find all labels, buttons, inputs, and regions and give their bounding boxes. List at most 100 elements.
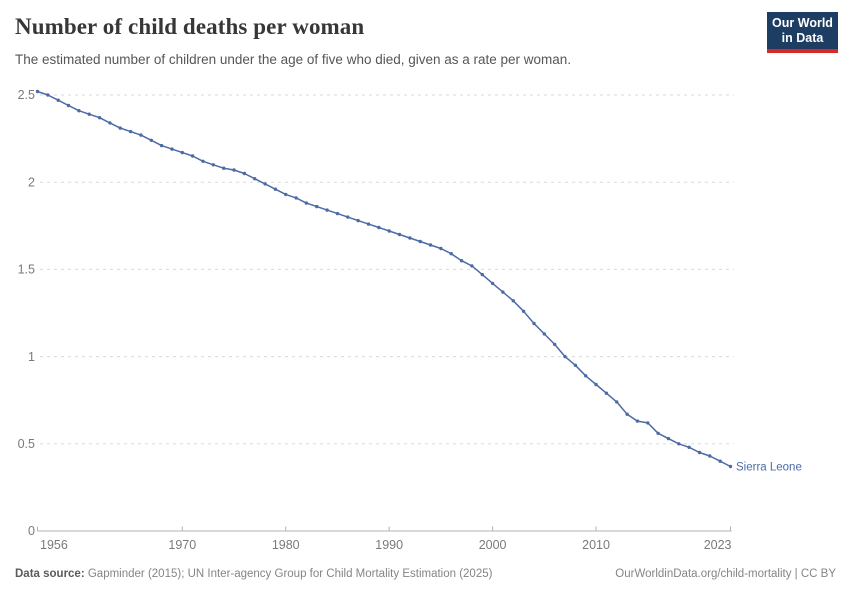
- data-point[interactable]: [211, 163, 215, 167]
- data-point[interactable]: [521, 309, 526, 313]
- data-point[interactable]: [584, 374, 588, 378]
- data-point[interactable]: [604, 391, 609, 395]
- data-point[interactable]: [697, 450, 702, 455]
- data-point[interactable]: [128, 129, 133, 134]
- data-point[interactable]: [149, 138, 153, 142]
- data-point[interactable]: [97, 116, 102, 120]
- data-point[interactable]: [490, 281, 495, 286]
- data-point[interactable]: [666, 436, 671, 441]
- data-point[interactable]: [615, 400, 619, 404]
- data-point[interactable]: [284, 192, 288, 197]
- data-point[interactable]: [273, 187, 278, 191]
- data-point[interactable]: [439, 246, 443, 251]
- y-tick-label: 2.5: [18, 88, 35, 102]
- data-source-text: Data source: Gapminder (2015); UN Inter-…: [15, 568, 492, 580]
- data-point[interactable]: [56, 98, 60, 102]
- data-point[interactable]: [563, 354, 567, 359]
- x-tick-label: 1990: [375, 538, 403, 552]
- data-point[interactable]: [511, 299, 515, 303]
- data-series[interactable]: [35, 89, 733, 469]
- data-point[interactable]: [325, 208, 329, 212]
- series-end-label[interactable]: Sierra Leone: [736, 461, 802, 473]
- page-subtitle: The estimated number of children under t…: [15, 52, 572, 67]
- data-point[interactable]: [635, 419, 640, 423]
- x-tick-label: 1970: [168, 538, 196, 552]
- line-chart-svg: 0 0.5 1 1.5 2 2.5 1956 1970 1980 1990 2000 2010 202…: [18, 88, 802, 552]
- x-tick-label: 2000: [479, 538, 507, 552]
- data-point[interactable]: [263, 182, 267, 186]
- data-point[interactable]: [346, 215, 350, 219]
- logo-text-line2: in Data: [781, 30, 824, 45]
- data-point[interactable]: [718, 459, 722, 463]
- data-point[interactable]: [449, 252, 453, 256]
- data-point[interactable]: [480, 272, 484, 277]
- data-point[interactable]: [646, 421, 650, 425]
- data-point[interactable]: [304, 201, 309, 205]
- data-point[interactable]: [201, 159, 205, 163]
- data-point[interactable]: [573, 363, 578, 367]
- data-point[interactable]: [242, 171, 247, 176]
- data-point[interactable]: [397, 232, 402, 237]
- data-point[interactable]: [366, 222, 371, 226]
- data-point[interactable]: [594, 382, 598, 387]
- data-point[interactable]: [418, 239, 422, 244]
- data-source-label: Data source:: [15, 568, 85, 580]
- data-point[interactable]: [77, 109, 81, 113]
- data-point[interactable]: [170, 147, 174, 151]
- data-point[interactable]: [387, 229, 391, 233]
- data-point[interactable]: [625, 412, 629, 416]
- data-point[interactable]: [139, 133, 143, 137]
- data-point[interactable]: [335, 211, 340, 216]
- x-axis: [37, 526, 732, 532]
- page-title: Number of child deaths per woman: [15, 14, 365, 39]
- data-point[interactable]: [553, 342, 557, 347]
- data-point[interactable]: [294, 196, 298, 200]
- data-point[interactable]: [501, 290, 505, 294]
- data-point[interactable]: [470, 264, 474, 268]
- gridlines: [40, 94, 734, 445]
- data-point[interactable]: [222, 166, 226, 170]
- data-point[interactable]: [118, 126, 122, 130]
- data-point[interactable]: [377, 225, 381, 230]
- y-tick-label: 2: [28, 175, 35, 189]
- data-point[interactable]: [708, 454, 712, 458]
- x-tick-label: 1980: [272, 538, 300, 552]
- data-point[interactable]: [35, 89, 40, 94]
- data-point[interactable]: [159, 143, 164, 148]
- data-point[interactable]: [253, 177, 257, 181]
- owid-logo[interactable]: Our World in Data: [767, 12, 838, 53]
- license-link[interactable]: OurWorldinData.org/child-mortality | CC …: [615, 568, 836, 580]
- y-tick-label: 1: [28, 350, 35, 364]
- data-point[interactable]: [687, 445, 691, 449]
- data-point[interactable]: [232, 168, 236, 172]
- data-point[interactable]: [677, 442, 681, 446]
- data-point[interactable]: [108, 121, 112, 125]
- data-point[interactable]: [46, 93, 50, 97]
- data-point[interactable]: [532, 321, 536, 326]
- y-tick-label: 0: [28, 524, 35, 538]
- y-tick-label: 1.5: [18, 263, 35, 277]
- data-point[interactable]: [190, 154, 195, 158]
- x-tick-label: 2010: [582, 538, 610, 552]
- y-tick-label: 0.5: [18, 437, 35, 451]
- data-point[interactable]: [180, 150, 184, 155]
- data-point[interactable]: [459, 259, 464, 263]
- data-point[interactable]: [542, 332, 546, 336]
- data-point[interactable]: [656, 431, 660, 435]
- data-point[interactable]: [408, 236, 412, 240]
- series-line[interactable]: [36, 90, 732, 468]
- y-axis-labels: 0 0.5 1 1.5 2 2.5: [18, 88, 35, 538]
- data-point[interactable]: [356, 218, 360, 223]
- entity-label[interactable]: Sierra Leone: [736, 461, 802, 473]
- data-point[interactable]: [728, 464, 733, 469]
- x-tick-label: 1956: [40, 538, 68, 552]
- data-point[interactable]: [66, 103, 71, 108]
- data-point[interactable]: [428, 243, 433, 247]
- logo-text-line1: Our World: [772, 15, 833, 30]
- footer: Data source: Gapminder (2015); UN Inter-…: [15, 568, 836, 580]
- x-axis-labels: 1956 1970 1980 1990 2000 2010 2023: [40, 538, 732, 552]
- data-point[interactable]: [87, 112, 91, 116]
- data-point[interactable]: [315, 204, 319, 209]
- x-tick-label: 2023: [704, 538, 732, 552]
